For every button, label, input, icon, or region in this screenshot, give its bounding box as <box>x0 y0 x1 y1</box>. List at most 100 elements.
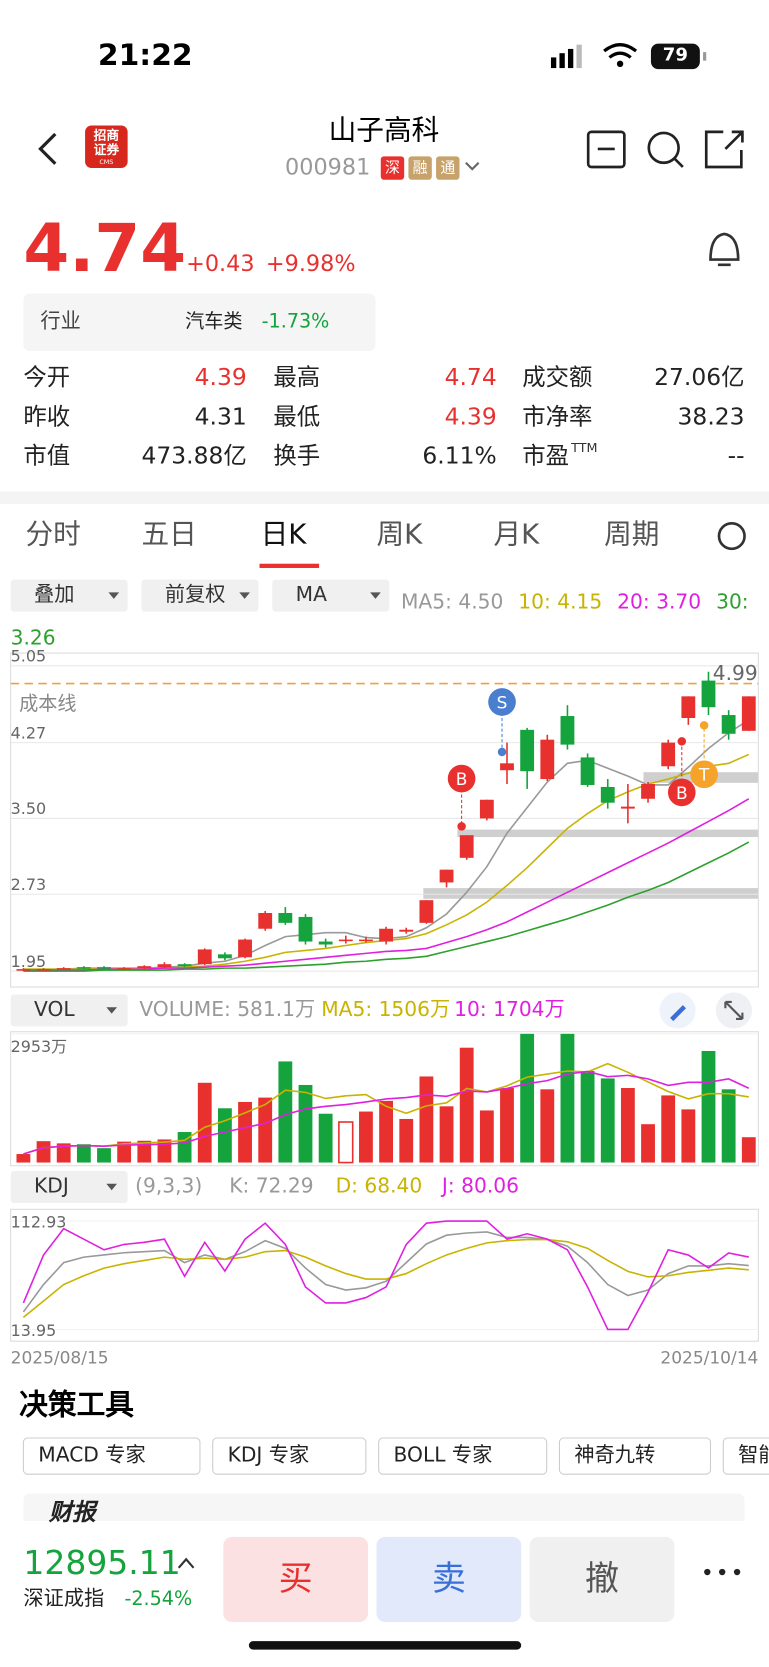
volume-bar <box>338 1121 354 1164</box>
signal-bar <box>576 44 582 69</box>
vol-legend: MA5: 1506万 <box>321 997 451 1022</box>
volume-bar <box>16 1154 31 1163</box>
x-tick-label: 2025/08/15 <box>11 1349 109 1369</box>
section-title: 决策工具 <box>19 1389 135 1423</box>
more-dot <box>719 1568 726 1576</box>
expand-arrow[interactable] <box>177 1557 195 1569</box>
tool-button[interactable] <box>212 1437 367 1475</box>
sell-label[interactable]: 卖 <box>431 1558 466 1599</box>
support-zone <box>423 888 759 899</box>
tab-underline <box>259 563 320 568</box>
tab[interactable]: 五日 <box>141 519 197 551</box>
tool-label[interactable]: MACD 专家 <box>38 1443 146 1467</box>
tool-button[interactable] <box>22 1437 201 1475</box>
vol-panel-border <box>10 1031 759 1167</box>
kdj-line <box>22 1231 749 1313</box>
tool-label[interactable]: 神奇九转 <box>574 1443 656 1467</box>
tool-button[interactable] <box>722 1437 769 1475</box>
search-icon[interactable] <box>647 131 680 165</box>
volume-bar <box>620 1088 635 1163</box>
price-panel-border <box>10 652 759 988</box>
volume-bar <box>117 1141 132 1163</box>
dropdown <box>10 579 128 612</box>
stat-label: 最低 <box>273 404 321 431</box>
industry-name: 汽车类 <box>185 310 243 333</box>
candle-body <box>520 729 535 772</box>
cancel-label[interactable]: 撤 <box>584 1558 620 1599</box>
candle-body <box>379 928 394 942</box>
clock: 21:22 <box>97 37 193 73</box>
kdj-panel-border <box>10 1208 759 1342</box>
minus-icon[interactable] <box>586 130 626 169</box>
tab[interactable]: 周期 <box>604 519 660 551</box>
stat-label: 最高 <box>273 364 321 392</box>
stat-label: 市值 <box>23 443 71 471</box>
y-tick-label: 13.95 <box>11 1321 57 1340</box>
buy-label[interactable]: 买 <box>278 1558 313 1599</box>
marker <box>667 778 696 807</box>
candle-body <box>197 949 212 965</box>
dropdown-label[interactable]: 前复权 <box>164 582 226 607</box>
stat-label: 市净率 <box>522 404 593 431</box>
tool-button[interactable] <box>558 1437 712 1475</box>
news-tag: 财报 <box>48 1499 96 1527</box>
stat-value: 6.11% <box>422 443 497 471</box>
candle-body <box>721 715 736 734</box>
kdj-line <box>22 1220 749 1331</box>
stat-value: 4.31 <box>194 404 247 431</box>
volume-bar <box>661 1095 676 1163</box>
volume-bar <box>701 1050 716 1163</box>
stat-label: 昨收 <box>23 404 71 431</box>
tab[interactable]: 月K <box>493 519 540 551</box>
sell-button[interactable] <box>376 1536 522 1623</box>
kdj-legend: K: 72.29 <box>229 1174 314 1198</box>
candle-body <box>56 968 71 970</box>
volume-bar <box>137 1140 152 1163</box>
marker <box>447 764 476 793</box>
volume-bar <box>217 1108 232 1163</box>
dropdown-label[interactable]: 叠加 <box>34 582 75 607</box>
selector-label[interactable]: KDJ <box>34 1174 69 1198</box>
cancel-button[interactable] <box>529 1536 675 1623</box>
candle-body <box>459 835 474 858</box>
kdj-legend: (9,3,3) <box>135 1174 203 1198</box>
candle-body <box>620 806 635 809</box>
selector-label[interactable]: VOL <box>34 997 75 1022</box>
more-dot[interactable] <box>704 1568 711 1576</box>
index-change: -2.54% <box>124 1587 193 1611</box>
volume-bar <box>56 1143 71 1163</box>
logo-text: 证券 <box>93 142 120 158</box>
stock-code: 000981 <box>285 154 371 180</box>
stat-label: 市盈 <box>522 443 570 471</box>
dropdown-caret <box>106 1183 117 1191</box>
ma-legend-item: 30: 3.26 <box>10 590 749 650</box>
ma-line <box>23 841 750 972</box>
tool-label[interactable]: 智能 <box>738 1443 769 1467</box>
edit-icon <box>670 1005 687 1022</box>
candle-body <box>399 929 414 932</box>
tab[interactable]: 分时 <box>25 519 81 551</box>
tab[interactable]: 周K <box>376 519 423 551</box>
marker-label: B <box>456 770 468 790</box>
dropdown-label[interactable]: MA <box>295 582 327 607</box>
volume-bar <box>318 1113 333 1163</box>
industry-box[interactable] <box>23 293 376 351</box>
volume-bar <box>560 1033 575 1163</box>
alert-icon[interactable] <box>709 232 740 267</box>
candle-body <box>681 696 696 719</box>
tool-label[interactable]: BOLL 专家 <box>393 1443 493 1467</box>
stat-value: 473.88亿 <box>141 443 247 471</box>
tool-button[interactable] <box>378 1437 548 1475</box>
settings-icon[interactable] <box>717 521 746 551</box>
tab[interactable]: 日K <box>260 519 307 551</box>
logo-text: 招商 <box>93 127 120 143</box>
more-dot <box>733 1568 741 1576</box>
candle-body <box>560 716 575 745</box>
back-icon[interactable] <box>38 132 57 165</box>
share-icon[interactable] <box>704 130 744 169</box>
tool-label[interactable]: KDJ 专家 <box>227 1443 310 1467</box>
broker-logo <box>85 125 128 169</box>
buy-button[interactable] <box>223 1536 369 1623</box>
